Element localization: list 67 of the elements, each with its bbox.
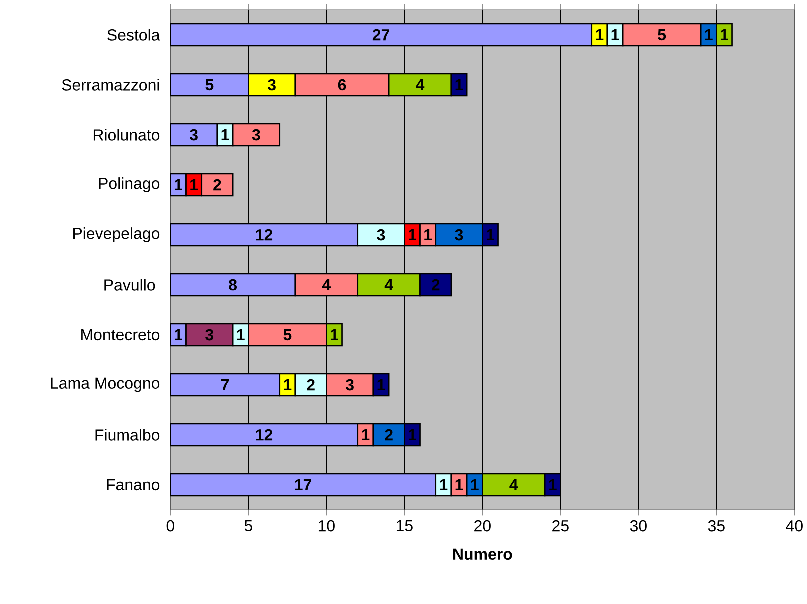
data-label: 1 xyxy=(175,180,182,191)
data-label: 4 xyxy=(384,280,394,291)
y-tick-label: Sestola xyxy=(108,29,160,41)
data-label: 1 xyxy=(362,430,370,441)
data-label: 1 xyxy=(424,230,432,241)
data-label: 3 xyxy=(252,129,260,141)
x-tick-label: 35 xyxy=(708,520,725,532)
data-label: 5 xyxy=(284,329,292,341)
y-tick-label: Fiumalbo xyxy=(96,429,160,441)
data-label: 2 xyxy=(214,179,222,191)
y-tick-label: Serramazzoni xyxy=(62,79,160,91)
data-label: 4 xyxy=(416,80,425,91)
data-label: 2 xyxy=(307,379,315,391)
y-tick-label: Riolunato xyxy=(94,129,160,141)
data-label: 5 xyxy=(658,29,666,41)
x-tick-label: 20 xyxy=(474,520,491,532)
data-label: 8 xyxy=(229,279,238,291)
data-label: 1 xyxy=(190,180,198,191)
y-tick-label: Pavullo xyxy=(104,279,156,291)
data-label: 1 xyxy=(487,230,494,241)
data-label: 27 xyxy=(372,29,390,41)
data-label: 1 xyxy=(175,330,182,341)
y-tick-label: Polinago xyxy=(99,178,160,192)
data-label: 1 xyxy=(237,330,245,341)
x-tick-label: 5 xyxy=(244,520,252,532)
data-label: 2 xyxy=(385,429,393,441)
data-label: 3 xyxy=(455,229,464,241)
data-label: 12 xyxy=(256,429,273,441)
data-label: 1 xyxy=(596,30,604,41)
data-label: 1 xyxy=(440,480,448,491)
data-label: 1 xyxy=(409,230,416,241)
x-axis-title: Numero xyxy=(454,548,512,560)
data-label: 5 xyxy=(206,79,214,91)
data-label: 1 xyxy=(705,30,713,41)
x-tick-label: 15 xyxy=(396,520,413,532)
y-tick-label: Montecreto xyxy=(82,329,160,341)
data-label: 6 xyxy=(338,79,346,91)
data-label: 2 xyxy=(432,279,440,291)
y-tick-label: Pievepelago xyxy=(74,228,160,242)
data-label: 12 xyxy=(256,229,273,241)
data-label: 1 xyxy=(721,30,728,41)
data-label: 3 xyxy=(190,129,198,141)
data-label: 1 xyxy=(471,480,479,491)
data-label: 1 xyxy=(456,80,464,91)
data-label: 1 xyxy=(222,130,230,141)
data-label: 3 xyxy=(206,329,214,341)
data-label: 1 xyxy=(549,480,557,491)
data-label: 1 xyxy=(409,430,416,441)
x-tick-label: 10 xyxy=(318,520,335,532)
data-label: 1 xyxy=(284,380,292,391)
x-tick-label: 25 xyxy=(552,520,569,532)
data-label: 3 xyxy=(268,79,276,91)
data-label: 1 xyxy=(456,480,464,491)
data-label: 17 xyxy=(295,480,312,491)
y-tick-label: Fanano xyxy=(107,479,160,491)
x-tick-label: 0 xyxy=(166,520,174,532)
data-label: 7 xyxy=(222,380,230,391)
data-label: 1 xyxy=(378,380,386,391)
data-label: 3 xyxy=(346,379,354,391)
x-tick-label: 40 xyxy=(786,520,803,532)
x-tick-label: 30 xyxy=(630,520,647,532)
data-label: 1 xyxy=(612,30,620,41)
data-label: 1 xyxy=(331,330,338,341)
data-label: 4 xyxy=(510,480,518,491)
data-label: 4 xyxy=(322,280,332,291)
y-tick-label: Lama Mocogno xyxy=(51,378,160,392)
data-label: 3 xyxy=(377,229,386,241)
